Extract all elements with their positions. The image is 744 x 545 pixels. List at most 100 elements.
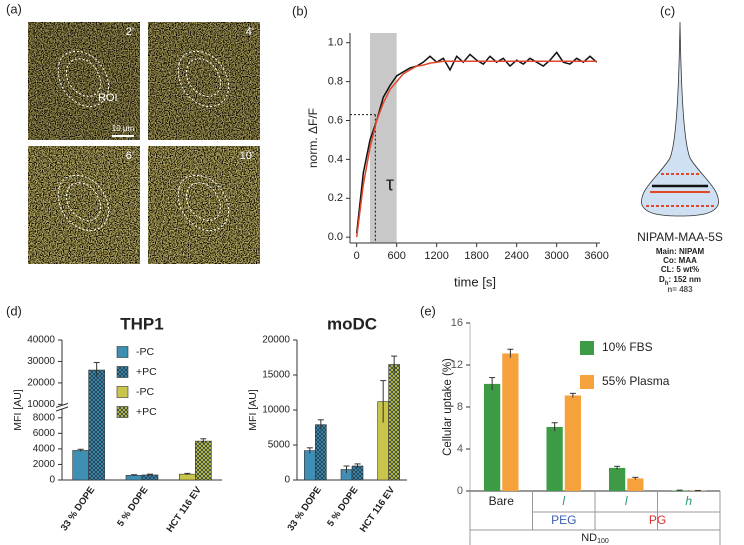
sample-cl: CL: 5 wt% (661, 265, 699, 274)
legend-swatch (116, 386, 129, 398)
bar (195, 440, 212, 481)
y-axis-label: Cellular uptake (%) (442, 358, 454, 456)
bar (315, 424, 327, 481)
legend-label: -PC (136, 386, 155, 398)
panel-label: (e) (420, 303, 436, 318)
legend-swatch (580, 375, 594, 389)
series-line (355, 51, 598, 234)
x-tick-label: h (685, 494, 692, 508)
y-tick-label: 0.4 (328, 153, 343, 165)
x-tick-label: 5 % DOPE (325, 485, 360, 529)
micrograph-grid: 2' 4' 6' 10' ROI 10 µm (28, 22, 260, 264)
sample-dh: Dh: 152 nm (659, 275, 701, 286)
micrograph-texture (148, 146, 260, 264)
y-tick-label: 0.8 (328, 76, 343, 88)
x-tick-label: 33 % DOPE (59, 485, 97, 533)
y-tick-label: 10000 (262, 405, 290, 416)
y-tick-label: 4000 (33, 444, 56, 455)
axis-break-mark (55, 402, 69, 408)
x-tick-label: 3000 (544, 250, 568, 262)
bar (627, 478, 644, 491)
dh-symbol: D (659, 275, 665, 284)
y-tick-label: 20000 (262, 335, 290, 346)
y-tick-label: 40000 (27, 335, 55, 346)
legend-label: +PC (136, 406, 157, 418)
frame-time: 10' (240, 150, 254, 162)
bar (609, 467, 626, 491)
y-axis-label: MFI [AU] (12, 389, 24, 430)
violin-body (641, 21, 719, 217)
panel-label: (d) (6, 303, 22, 318)
footer-label: ND100 (581, 532, 609, 545)
frame-time: 6' (126, 150, 134, 162)
violin: NIPAM-MAA-5S Main: NIPAM Co: MAA CL: 5 w… (637, 21, 723, 294)
chart-title: THP1 (120, 314, 163, 333)
legend-label: -PC (136, 346, 155, 358)
y-tick-label: 0 (457, 485, 463, 497)
y-axis-label: MFI [AU] (247, 389, 259, 430)
legend-label: 55% Plasma (602, 374, 670, 388)
x-tick-label: HCT 116 EV (358, 484, 398, 534)
sample-name: NIPAM-MAA-5S (637, 230, 723, 244)
y-tick-label: 10000 (27, 399, 55, 410)
y-tick-label: 15000 (262, 370, 290, 381)
x-tick-label: 5 % DOPE (115, 485, 150, 529)
y-axis-label: norm. ΔF/F (306, 108, 320, 168)
y-tick-label: 8 (457, 401, 463, 413)
y-tick-label: 1.0 (328, 37, 343, 49)
dh-text: : 152 nm (668, 275, 700, 284)
x-tick-label: l (625, 494, 628, 508)
bar (564, 395, 581, 491)
y-tick-label: 8000 (33, 412, 56, 423)
series-line (355, 60, 597, 238)
bar (88, 369, 105, 481)
bar (484, 383, 501, 491)
highlight-band (370, 33, 397, 243)
bar (125, 475, 143, 481)
legend-label: 10% FBS (602, 340, 653, 354)
x-tick-label: 33 % DOPE (285, 485, 323, 533)
panel-label: (a) (6, 1, 22, 16)
frame-time: 4' (246, 26, 254, 38)
x-tick-label: 1800 (464, 250, 488, 262)
legend-swatch (580, 341, 594, 355)
footer-sub: 100 (597, 538, 609, 545)
x-axis-label: time [s] (454, 274, 496, 289)
micrograph-texture (148, 22, 260, 140)
y-tick-label: 0.6 (328, 114, 343, 126)
chart-title: moDC (327, 314, 377, 333)
y-tick-label: 6000 (33, 428, 56, 439)
y-tick-label: 0.2 (328, 192, 343, 204)
x-tick-label: 1200 (424, 250, 448, 262)
bar (502, 353, 519, 491)
micrograph-texture (28, 22, 140, 140)
micrograph-texture (28, 146, 140, 264)
y-tick-label: 0 (284, 475, 290, 486)
x-tick-label: 3600 (584, 250, 608, 262)
dh-sub: h (665, 281, 669, 287)
axis-break-mark (55, 406, 69, 412)
y-tick-label: 0 (49, 475, 55, 486)
y-tick-label: 5000 (268, 440, 291, 451)
bar (304, 450, 316, 481)
panel-label: (b) (292, 3, 308, 18)
bar (179, 473, 196, 481)
y-tick-label: 30000 (27, 356, 55, 367)
sample-n: n= 483 (667, 285, 693, 294)
x-tick-label: l (562, 494, 565, 508)
y-tick-label: 16 (451, 317, 463, 329)
legend-label: +PC (136, 366, 157, 378)
y-tick-label: 12 (451, 359, 463, 371)
group-label: PG (649, 513, 666, 527)
y-tick-label: 2000 (33, 459, 56, 470)
axis-break (56, 405, 68, 409)
scale-bar-label: 10 µm (112, 124, 135, 133)
bar (72, 450, 89, 481)
x-tick-label: Bare (489, 494, 515, 508)
y-tick-label: 20000 (27, 378, 55, 389)
legend-swatch (116, 366, 129, 378)
panel-label: (c) (660, 3, 675, 18)
legend-swatch (116, 406, 129, 418)
roi-label: ROI (98, 92, 118, 104)
